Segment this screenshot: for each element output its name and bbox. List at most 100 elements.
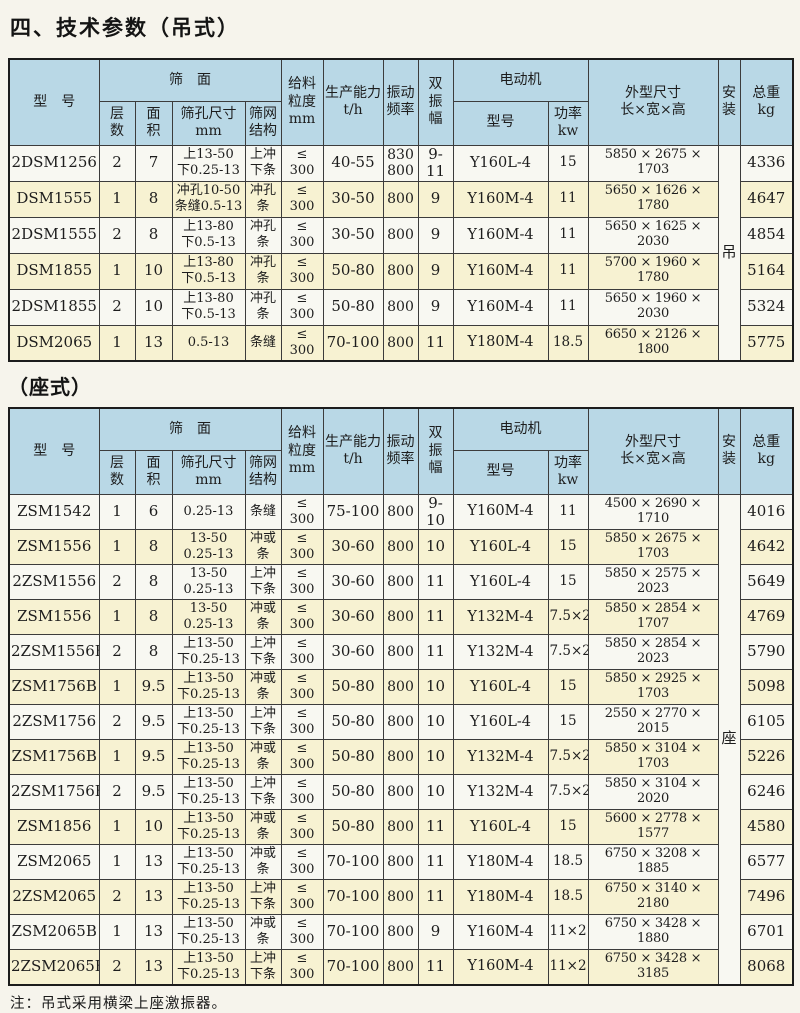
cell-capacity: 50-80 [322, 809, 384, 845]
cell-feed: ≤ 300 [280, 493, 324, 530]
table-row: DSM1555 1 8 冲孔10-50 条缝0.5-13 冲孔 条 ≤ 300 30-50 8… [8, 180, 794, 218]
cell-area: 8 [134, 216, 173, 254]
cell-motor_model: Y160L-4 [452, 564, 549, 600]
cell-feed: ≤ 300 [280, 809, 324, 845]
cell-amplitude: 10 [417, 669, 454, 705]
cell-motor_model: Y180M-4 [452, 324, 549, 362]
cell-weight: 6577 [739, 844, 794, 880]
cell-aperture: 上13-80 下0.5-13 [171, 288, 246, 326]
header-weight: 总重 kg [739, 407, 794, 495]
cell-amplitude: 11 [417, 324, 454, 362]
cell-power: 18.5 [547, 324, 589, 362]
cell-frequency: 800 [382, 844, 419, 880]
cell-area: 7 [134, 144, 173, 182]
cell-aperture: 上13-50 下0.25-13 [171, 774, 246, 810]
cell-feed: ≤ 300 [280, 144, 324, 182]
cell-weight: 6105 [739, 704, 794, 740]
cell-aperture: 13-50 0.25-13 [171, 564, 246, 600]
cell-power: 11 [547, 180, 589, 218]
cell-layers: 1 [98, 809, 136, 845]
cell-layers: 1 [98, 739, 136, 775]
cell-motor_model: Y180M-4 [452, 844, 549, 880]
cell-power: 7.5×2 [547, 739, 589, 775]
cell-model: ZSM1756B [8, 739, 100, 775]
header-amplitude: 双 振 幅 [417, 407, 454, 495]
cell-feed: ≤ 300 [280, 288, 324, 326]
cell-install: 吊 [717, 144, 741, 362]
cell-motor_model: Y160L-4 [452, 144, 549, 182]
header-model: 型 号 [8, 407, 100, 495]
cell-aperture: 0.5-13 [171, 324, 246, 362]
cell-dimensions: 5850 × 3104 × 2020 [587, 774, 719, 810]
header-install: 安 装 [717, 58, 741, 146]
cell-dimensions: 5850 × 2854 × 1707 [587, 599, 719, 635]
cell-model: ZSM2065B [8, 914, 100, 950]
header-aperture: 筛孔尺寸 mm [171, 100, 246, 146]
table-header: 型 号 筛 面 给料 粒度 mm 生产能力 t/h 振动 频率 双 振 幅 电动… [8, 58, 794, 146]
table-row: 2DSM1256 2 7 上13-50 下0.25-13 上冲 下条 ≤ 300 40-55… [8, 144, 794, 362]
cell-mesh: 上冲 下条 [244, 949, 282, 985]
cell-frequency: 800 [382, 493, 419, 530]
cell-dimensions: 4500 × 2690 × 1710 [587, 493, 719, 530]
header-power: 功率 kw [547, 100, 589, 146]
cell-aperture: 上13-50 下0.25-13 [171, 879, 246, 915]
seated-type-label: （座式） [8, 375, 92, 399]
cell-frequency: 800 [382, 324, 419, 362]
cell-weight: 7496 [739, 879, 794, 915]
cell-motor_model: Y132M-4 [452, 599, 549, 635]
table-row: ZSM1556 1 8 13-50 0.25-13 冲或 条 ≤ 300 30-60 800 1… [8, 529, 794, 565]
cell-power: 18.5 [547, 844, 589, 880]
cell-capacity: 30-60 [322, 599, 384, 635]
cell-amplitude: 10 [417, 529, 454, 565]
cell-area: 8 [134, 599, 173, 635]
cell-weight: 5649 [739, 564, 794, 600]
cell-aperture: 上13-50 下0.25-13 [171, 809, 246, 845]
cell-motor_model: Y160M-4 [452, 216, 549, 254]
table-row: DSM1855 1 10 上13-80 下0.5-13 冲孔 条 ≤ 300 50-80 80… [8, 252, 794, 290]
cell-amplitude: 9 [417, 914, 454, 950]
cell-area: 10 [134, 809, 173, 845]
cell-area: 10 [134, 252, 173, 290]
cell-layers: 2 [98, 564, 136, 600]
cell-frequency: 800 [382, 914, 419, 950]
cell-amplitude: 11 [417, 599, 454, 635]
cell-dimensions: 5850 × 2925 × 1703 [587, 669, 719, 705]
cell-weight: 5164 [739, 252, 794, 290]
header-motor-model: 型号 [452, 100, 549, 146]
cell-area: 13 [134, 844, 173, 880]
cell-model: DSM1855 [8, 252, 100, 290]
cell-weight: 4336 [739, 144, 794, 182]
cell-area: 9.5 [134, 774, 173, 810]
header-area: 面 积 [134, 100, 173, 146]
cell-power: 11 [547, 216, 589, 254]
hanging-type-table: 型 号 筛 面 给料 粒度 mm 生产能力 t/h 振动 频率 双 振 幅 电动… [8, 58, 794, 362]
cell-layers: 2 [98, 879, 136, 915]
cell-frequency: 830 800 [382, 144, 419, 182]
table-row: 2DSM1855 2 10 上13-80 下0.5-13 冲孔 条 ≤ 300 50-80 8… [8, 288, 794, 326]
cell-weight: 8068 [739, 949, 794, 985]
cell-model: ZSM2065 [8, 844, 100, 880]
cell-area: 8 [134, 529, 173, 565]
cell-aperture: 上13-50 下0.25-13 [171, 739, 246, 775]
cell-dimensions: 6650 × 2126 × 1800 [587, 324, 719, 362]
table-row: DSM2065 1 13 0.5-13 条缝 ≤ 300 70-100 800 11 Y180M-… [8, 324, 794, 362]
seated-type-table: 型 号 筛 面 给料 粒度 mm 生产能力 t/h 振动 频率 双 振 幅 电动… [8, 407, 794, 986]
cell-feed: ≤ 300 [280, 634, 324, 670]
cell-frequency: 800 [382, 564, 419, 600]
cell-weight: 4016 [739, 493, 794, 530]
cell-area: 13 [134, 914, 173, 950]
cell-capacity: 50-80 [322, 669, 384, 705]
cell-mesh: 上冲 下条 [244, 634, 282, 670]
cell-area: 6 [134, 493, 173, 530]
table-row: ZSM1856 1 10 上13-50 下0.25-13 冲或 条 ≤ 300 50-80 8… [8, 809, 794, 845]
cell-model: 2ZSM2065B [8, 949, 100, 985]
cell-power: 7.5×2 [547, 599, 589, 635]
cell-mesh: 冲或 条 [244, 809, 282, 845]
cell-mesh: 条缝 [244, 493, 282, 530]
cell-dimensions: 6750 × 3208 × 1885 [587, 844, 719, 880]
cell-weight: 5324 [739, 288, 794, 326]
cell-motor_model: Y160M-4 [452, 252, 549, 290]
cell-motor_model: Y160M-4 [452, 180, 549, 218]
cell-amplitude: 9 [417, 252, 454, 290]
table-row: 2ZSM1756B 2 9.5 上13-50 下0.25-13 上冲 下条 ≤ 300 50… [8, 774, 794, 810]
